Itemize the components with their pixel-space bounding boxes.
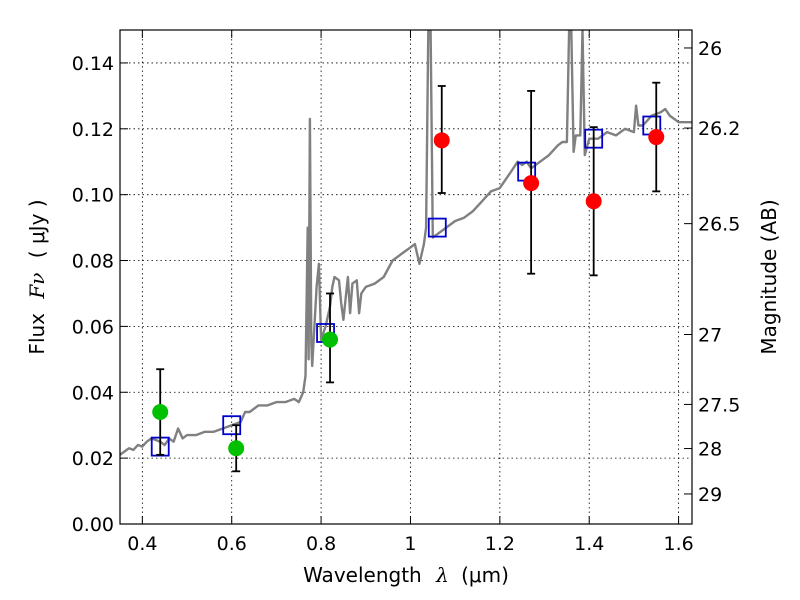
y-tick-label: 0.14 bbox=[72, 53, 114, 75]
y-tick-label: 0.06 bbox=[72, 316, 114, 338]
plot-frame bbox=[119, 29, 693, 525]
model-spectrum bbox=[120, 30, 692, 456]
mag-tick-label: 27 bbox=[698, 324, 722, 346]
spectrum-line bbox=[120, 30, 692, 456]
x-tick-label: 1.2 bbox=[485, 533, 515, 555]
x-axis-label-prefix: Wavelength bbox=[303, 563, 422, 587]
model-photometry-square bbox=[427, 217, 447, 238]
axis-ticks: 0.4 0.6 0.8 1 1.2 1.4 1.6 0.00 0.02 0.04 0.06 0.08 0… bbox=[72, 30, 740, 555]
data-point bbox=[322, 331, 339, 348]
x-axis-label: Wavelength λ (μm) bbox=[303, 563, 509, 587]
model-photometry-square bbox=[222, 415, 242, 436]
mag-tick-label: 26.2 bbox=[698, 118, 740, 140]
data-point bbox=[585, 193, 602, 210]
mag-tick-label: 28 bbox=[698, 439, 722, 461]
x-tick-label: 0.4 bbox=[127, 533, 157, 555]
x-axis-label-unit: (μm) bbox=[461, 563, 509, 587]
y-tick-label: 0.02 bbox=[72, 448, 114, 470]
y-tick-label: 0.08 bbox=[72, 251, 114, 273]
y-axis-label: Flux Fν ( μJy ) bbox=[25, 199, 49, 354]
y-tick-label: 0.12 bbox=[72, 119, 114, 141]
mag-tick-label: 29 bbox=[698, 484, 722, 506]
mag-tick-label: 26 bbox=[698, 38, 722, 60]
x-tick-label: 0.8 bbox=[306, 533, 336, 555]
data-point bbox=[523, 175, 540, 192]
y-axis-label-unit: ( μJy ) bbox=[25, 199, 49, 258]
y-axis-label-prefix: Flux bbox=[25, 313, 49, 355]
data-point bbox=[648, 129, 665, 146]
x-tick-label: 1 bbox=[404, 533, 416, 555]
mag-tick-label: 26.5 bbox=[698, 214, 740, 236]
data-point bbox=[152, 404, 169, 421]
x-tick-label: 0.6 bbox=[217, 533, 247, 555]
y-tick-label: 0.00 bbox=[72, 514, 114, 536]
mag-tick-label: 27.5 bbox=[698, 394, 740, 416]
model-photometry bbox=[150, 115, 662, 457]
optical-detections bbox=[152, 292, 339, 473]
data-series bbox=[120, 30, 692, 473]
data-point bbox=[228, 440, 245, 457]
y2-axis-label: Magnitude (AB) bbox=[757, 199, 781, 354]
y-tick-label: 0.10 bbox=[72, 185, 114, 207]
y-axis-label-symbol: Fν bbox=[25, 273, 49, 300]
x-axis-label-symbol: λ bbox=[435, 563, 449, 587]
x-tick-label: 1.4 bbox=[574, 533, 604, 555]
x-tick-label: 1.6 bbox=[663, 533, 693, 555]
data-point bbox=[433, 132, 450, 149]
nir-detections bbox=[433, 81, 665, 277]
gridlines bbox=[120, 30, 692, 525]
y-tick-label: 0.04 bbox=[72, 382, 114, 404]
